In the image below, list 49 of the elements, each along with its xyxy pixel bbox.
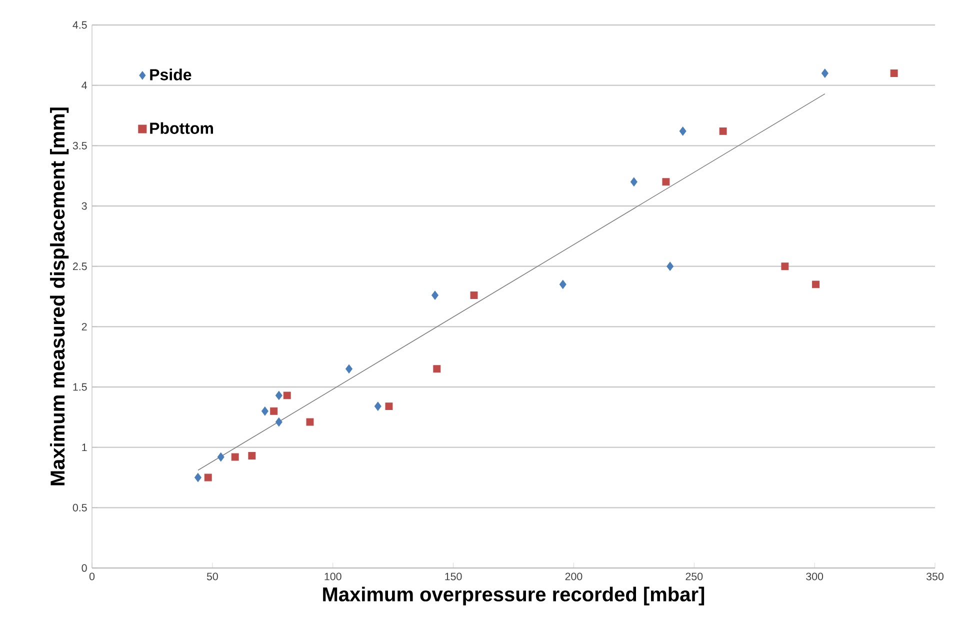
point [275,417,282,427]
point [385,402,393,410]
point [283,392,291,400]
y-tick-label: 2 [82,322,87,330]
point [890,70,898,78]
x-tick-label: 50 [206,572,218,580]
point [432,290,438,300]
y-tick-label: 1.5 [73,383,87,391]
point [719,127,727,135]
point [346,364,352,374]
point [559,280,566,289]
x-tick-label: 200 [565,572,582,580]
point [306,418,314,426]
y-tick-label: 1 [82,444,87,452]
point [781,262,789,270]
x-tick-label: 0 [89,572,95,580]
x-axis-title: Maximum overpressure recorded [mbar] [323,586,704,606]
y-axis-title: Maximum measured displacement [mm] [50,108,69,486]
x-tick-label: 150 [445,572,462,580]
y-tick-label: 0.5 [72,504,87,512]
x-tick-label: 100 [324,572,342,580]
point [204,474,212,482]
point [812,280,820,288]
point [270,407,278,415]
point [217,452,224,462]
x-tick-label: 250 [686,572,703,580]
legend-label: Pside [150,68,192,80]
point [662,178,670,186]
legend-label: Pbottom [150,122,213,134]
point [821,68,828,78]
point [666,262,674,271]
y-tick-label: 0 [82,564,87,572]
point [194,472,202,482]
y-tick-label: 4.5 [72,21,87,29]
point [470,292,478,300]
point [231,453,239,461]
point [275,390,282,400]
y-tick-label: 2.5 [73,262,87,270]
x-tick-label: 300 [806,572,824,580]
point [374,402,382,411]
y-tick-label: 4 [82,82,87,90]
point [248,452,256,460]
point [679,126,686,136]
y-tick-label: 3.5 [72,142,87,150]
point [630,177,638,186]
point [433,365,441,373]
y-tick-label: 3 [82,202,87,210]
point [261,406,268,416]
x-tick-label: 350 [926,572,944,580]
